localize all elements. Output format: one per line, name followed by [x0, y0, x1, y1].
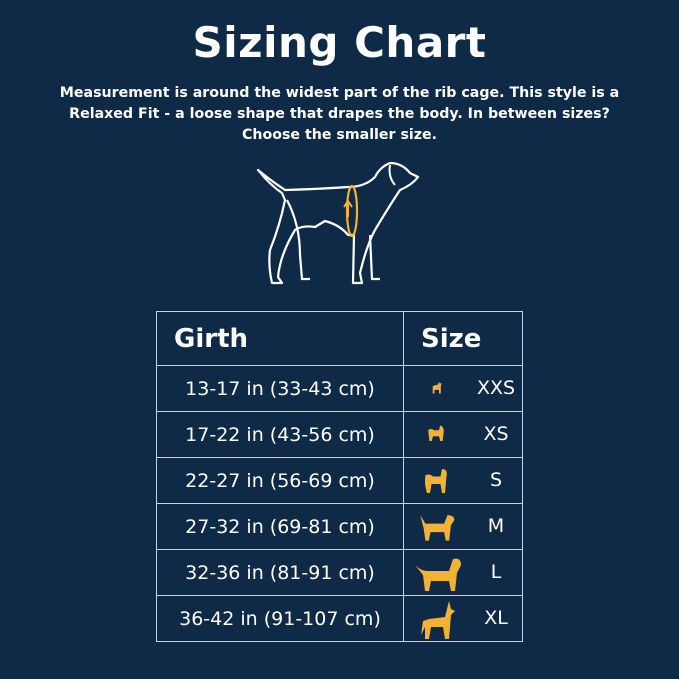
size-label: XS: [483, 423, 509, 445]
size-label: L: [490, 561, 502, 583]
table-row: 27-32 in (69-81 cm) M: [156, 503, 523, 550]
size-cell: XL: [403, 595, 523, 642]
size-cell: XXS: [403, 365, 523, 412]
size-cell: M: [403, 503, 523, 550]
retriever-icon: [415, 558, 461, 591]
size-cell: L: [403, 549, 523, 596]
table-row: 32-36 in (81-91 cm) L: [156, 549, 523, 596]
pomeranian-icon: [428, 425, 444, 441]
girth-cell: 27-32 in (69-81 cm): [156, 503, 404, 550]
table-row: 13-17 in (33-43 cm) XXS: [156, 365, 523, 412]
size-header: Size: [403, 311, 523, 366]
girth-header: Girth: [156, 311, 404, 366]
size-cell: S: [403, 457, 523, 504]
size-label: XL: [484, 607, 508, 629]
sizing-description: Measurement is around the widest part of…: [59, 85, 620, 143]
poodle-icon: [425, 469, 447, 493]
size-label: M: [487, 515, 505, 537]
page-title: Sizing Chart: [192, 18, 487, 67]
girth-cell: 17-22 in (43-56 cm): [156, 411, 404, 458]
table-row: 17-22 in (43-56 cm) XS: [156, 411, 523, 458]
girth-cell: 13-17 in (33-43 cm): [156, 365, 404, 412]
table-row: 36-42 in (91-107 cm) XL: [156, 595, 523, 642]
chihuahua-icon: [432, 381, 442, 394]
spaniel-icon: [420, 515, 455, 541]
table-row: 22-27 in (56-69 cm) S: [156, 457, 523, 504]
girth-cell: 22-27 in (56-69 cm): [156, 457, 404, 504]
table-header-row: Girth Size: [156, 311, 523, 366]
girth-cell: 36-42 in (91-107 cm): [156, 595, 404, 642]
girth-cell: 32-36 in (81-91 cm): [156, 549, 404, 596]
sizing-table: Girth Size 13-17 in (33-43 cm) XXS 17-22 …: [156, 311, 523, 642]
size-label: S: [489, 469, 503, 491]
size-label: XXS: [476, 377, 516, 399]
size-cell: XS: [403, 411, 523, 458]
dog-girth-measurement-icon: [256, 161, 420, 285]
great-dane-icon: [421, 601, 455, 639]
